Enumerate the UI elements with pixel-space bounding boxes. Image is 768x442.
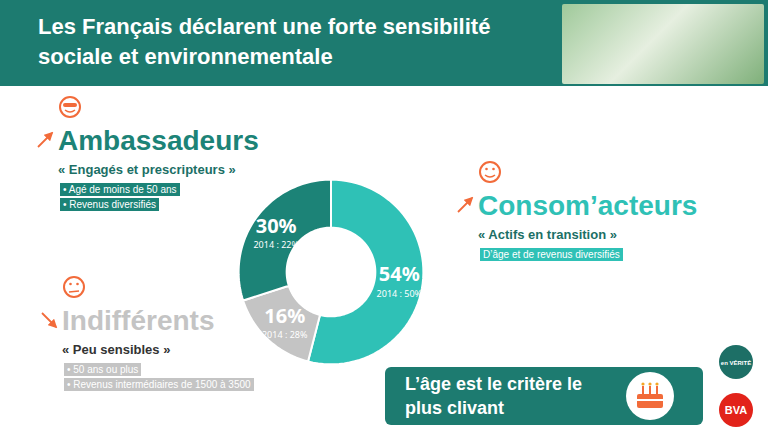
html-text:• Agé de moins de 50 ans: • Agé de moins de 50 ans [63, 184, 177, 195]
html-text:Indifférents: Indifférents [62, 305, 215, 336]
svg-text:2014 : 28%: 2014 : 28% [262, 328, 308, 341]
svg-text:16%: 16% [264, 302, 305, 329]
html-text:• Revenus intermédiaires de 15: • Revenus intermédiaires de 1500 à 3500 [67, 379, 251, 390]
svg-text:en VÉRITÉ: en VÉRITÉ [721, 359, 751, 366]
svg-text:54%: 54% [379, 260, 420, 287]
html-text:• 50 ans ou plus: • 50 ans ou plus [67, 364, 139, 375]
svg-text:2014 : 50%: 2014 : 50% [377, 287, 423, 300]
html-text:Les Français déclarent une for: Les Français déclarent une forte sensibi… [38, 14, 491, 69]
html-text:« Actifs en transition »: « Actifs en transition » [478, 227, 617, 242]
html-text:Consom’acteurs: Consom’acteurs [478, 190, 698, 221]
html-text:Ambassadeurs: Ambassadeurs [58, 125, 259, 156]
svg-text:2014 : 22%: 2014 : 22% [253, 238, 299, 251]
html-text:D’âge et de revenus diversifié: D’âge et de revenus diversifiés [483, 249, 620, 260]
svg-text:BVA: BVA [725, 404, 747, 416]
html-text:L’âge est le critère le plus c: L’âge est le critère le plus clivant [405, 374, 583, 418]
svg-text:30%: 30% [256, 212, 297, 239]
html-text:• Revenus diversifiés: • Revenus diversifiés [63, 199, 156, 210]
html-text:« Engagés et prescripteurs »: « Engagés et prescripteurs » [58, 162, 236, 177]
html-text:« Peu sensibles »: « Peu sensibles » [62, 342, 171, 357]
